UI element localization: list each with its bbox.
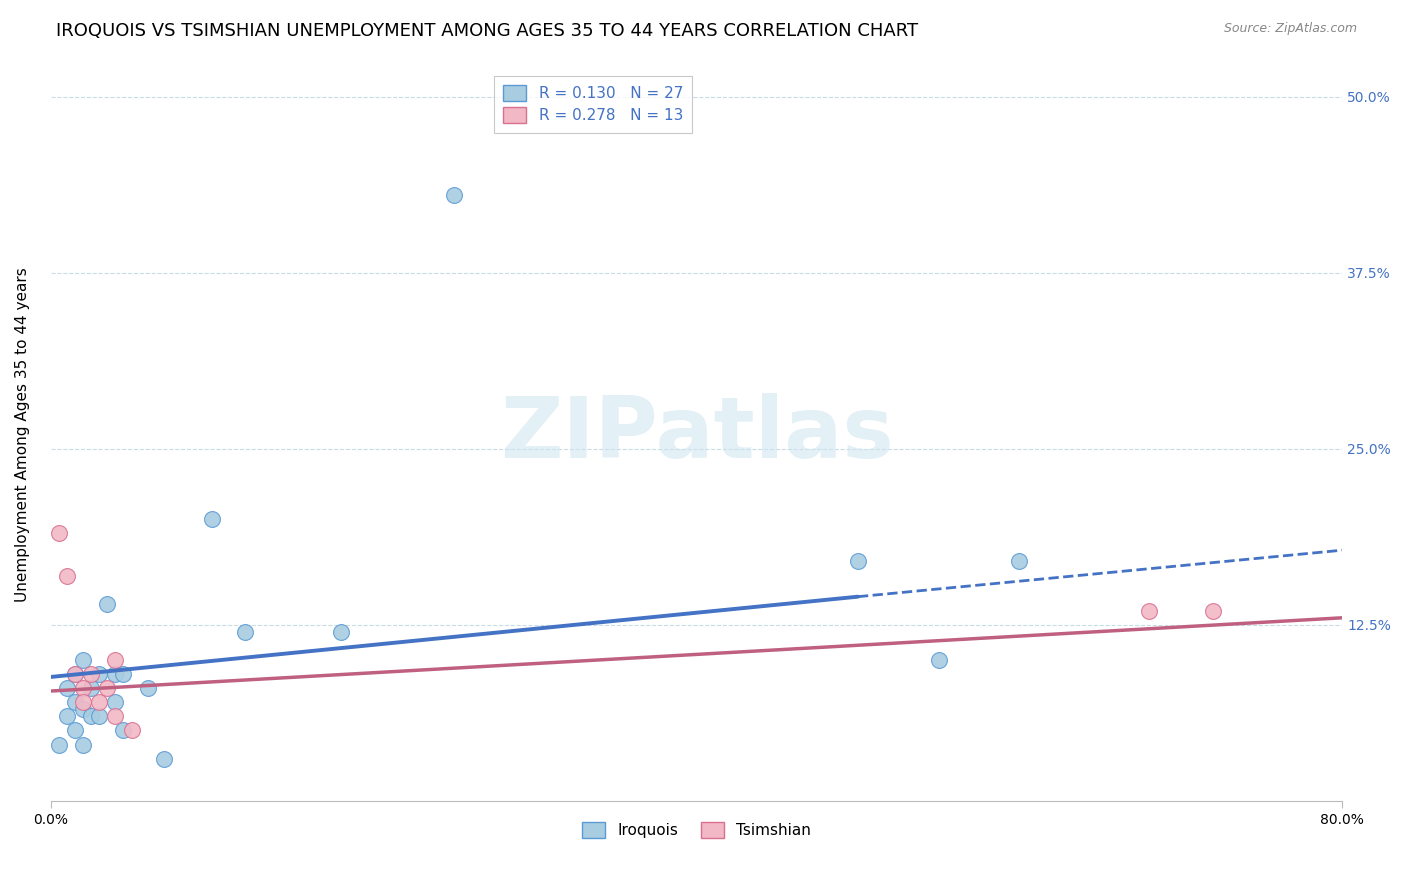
Point (112, 723, 135, 738)
Point (48, 738, 70, 752)
Point (136, 681, 159, 696)
Point (72, 702, 94, 716)
Point (330, 624, 353, 639)
Point (56, 568, 79, 582)
Point (89, 709, 111, 723)
Point (443, 188, 465, 202)
Point (89, 667, 111, 681)
Y-axis label: Unemployment Among Ages 35 to 44 years: Unemployment Among Ages 35 to 44 years (15, 268, 30, 602)
Point (104, 667, 127, 681)
Point (96, 681, 118, 696)
Point (63, 667, 86, 681)
Point (63, 695, 86, 709)
Point (72, 681, 94, 696)
Point (928, 653, 950, 667)
Point (72, 695, 94, 709)
Point (121, 723, 143, 738)
Legend: Iroquois, Tsimshian: Iroquois, Tsimshian (576, 816, 817, 845)
Point (1202, 604, 1225, 618)
Point (1137, 604, 1160, 618)
Point (153, 751, 176, 765)
Point (80, 709, 103, 723)
Point (846, 554, 869, 568)
Point (80, 667, 103, 681)
Point (104, 709, 127, 723)
Point (80, 681, 103, 696)
Point (89, 695, 111, 709)
Point (72, 738, 94, 752)
Point (56, 681, 79, 696)
Point (233, 624, 256, 639)
Point (48, 526, 70, 541)
Text: Source: ZipAtlas.com: Source: ZipAtlas.com (1223, 22, 1357, 36)
Point (1008, 554, 1031, 568)
Point (63, 723, 86, 738)
Text: IROQUOIS VS TSIMSHIAN UNEMPLOYMENT AMONG AGES 35 TO 44 YEARS CORRELATION CHART: IROQUOIS VS TSIMSHIAN UNEMPLOYMENT AMONG… (56, 22, 918, 40)
Point (104, 653, 127, 667)
Text: ZIPatlas: ZIPatlas (499, 393, 893, 476)
Point (112, 667, 135, 681)
Point (72, 653, 94, 667)
Point (56, 709, 79, 723)
Point (104, 695, 127, 709)
Point (96, 597, 118, 611)
Point (201, 512, 224, 526)
Point (63, 667, 86, 681)
